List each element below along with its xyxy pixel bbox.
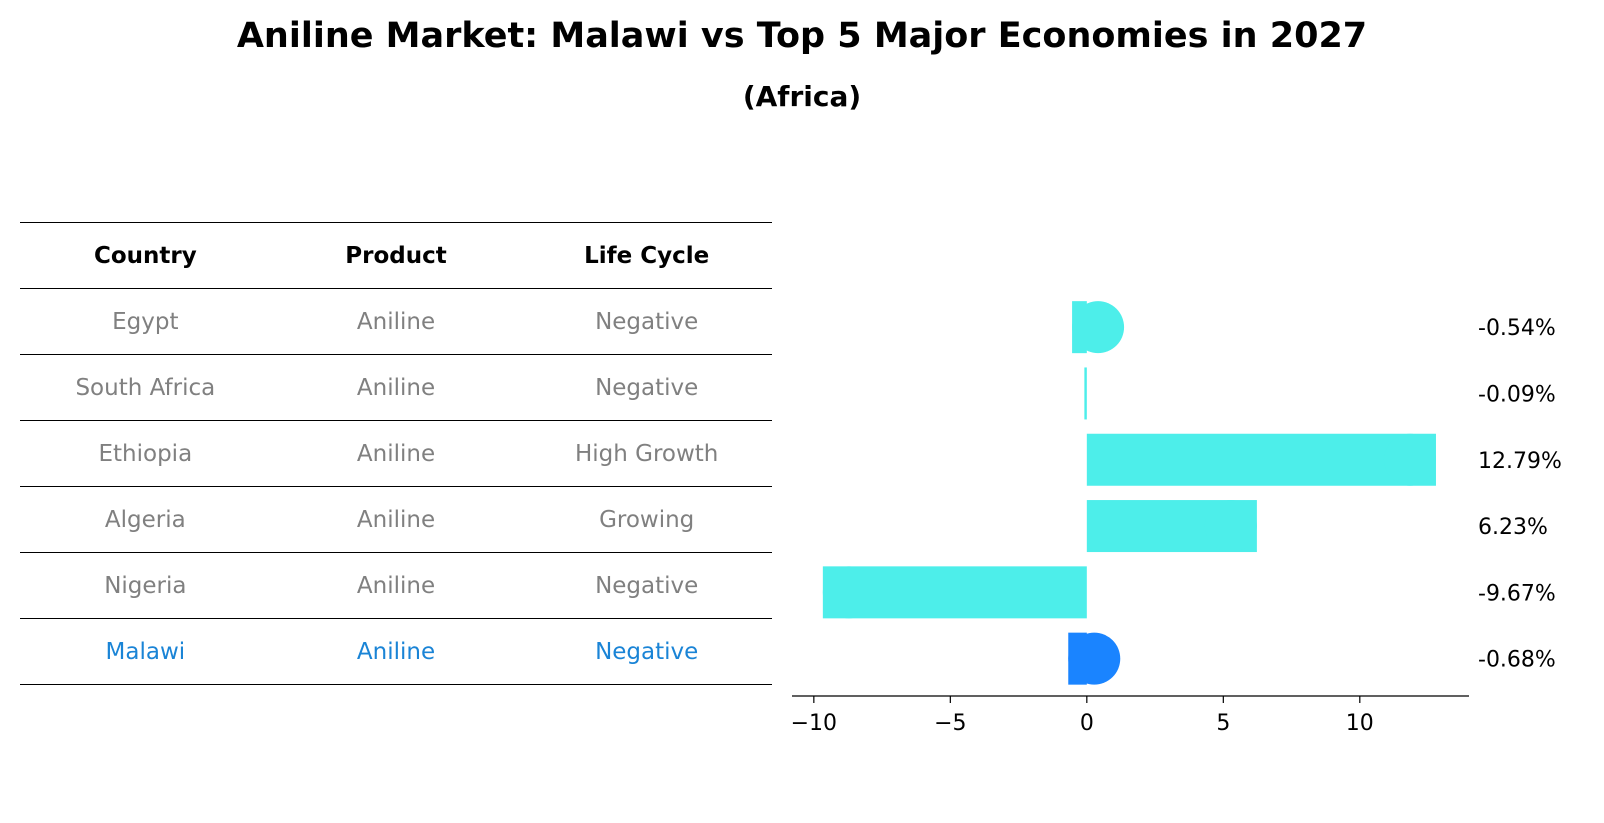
value-label: 6.23%: [1478, 515, 1548, 540]
cell-country: Nigeria: [104, 572, 187, 599]
bar-cap: [1204, 500, 1257, 553]
cell-life-cycle: Negative: [595, 638, 699, 665]
value-label: -0.09%: [1478, 382, 1556, 407]
x-tick-label: −5: [934, 711, 966, 736]
bar-cap: [1068, 632, 1121, 685]
cell-life-cycle: Negative: [595, 374, 699, 401]
table-row: South Africa Aniline Negative: [20, 354, 772, 420]
table-row: Nigeria Aniline Negative: [20, 552, 772, 618]
bar-cap: [822, 566, 875, 619]
cell-life-cycle: Negative: [595, 572, 699, 599]
table-header-row: Country Product Life Cycle: [20, 222, 772, 288]
cell-product: Aniline: [356, 374, 436, 401]
bar: [1084, 367, 1087, 420]
value-label: -0.68%: [1478, 648, 1556, 673]
market-table: Country Product Life Cycle Egypt Aniline…: [20, 222, 772, 685]
cell-country: Malawi: [105, 638, 186, 665]
table-row-highlighted: Malawi Aniline Negative: [20, 618, 772, 685]
cell-product: Aniline: [356, 506, 436, 533]
table-row: Ethiopia Aniline High Growth: [20, 420, 772, 486]
value-label: -0.54%: [1478, 316, 1556, 341]
chart-title: Aniline Market: Malawi vs Top 5 Major Ec…: [236, 16, 1368, 56]
cell-life-cycle: Growing: [599, 506, 695, 533]
chart-subtitle: (Africa): [742, 80, 862, 113]
x-tick-label: 5: [1216, 711, 1230, 736]
value-label: -9.67%: [1478, 581, 1556, 606]
bar-cap: [1072, 301, 1125, 354]
bar: [1086, 433, 1436, 486]
table-row: Algeria Aniline Growing: [20, 486, 772, 552]
cell-life-cycle: High Growth: [574, 440, 719, 467]
cell-product: Aniline: [356, 572, 436, 599]
value-label: 12.79%: [1478, 449, 1562, 474]
x-tick-label: 10: [1346, 711, 1374, 736]
cell-life-cycle: Negative: [595, 308, 699, 335]
header-country: Country: [93, 242, 197, 269]
cell-country: Algeria: [104, 506, 186, 533]
x-tick-label: 0: [1080, 711, 1094, 736]
cell-country: Egypt: [112, 308, 179, 335]
cell-country: Ethiopia: [98, 440, 193, 467]
x-tick-label: −10: [791, 711, 837, 736]
bar-cap: [1383, 433, 1436, 486]
header-product: Product: [345, 242, 447, 269]
table-row: Egypt Aniline Negative: [20, 288, 772, 354]
cell-country: South Africa: [75, 374, 216, 401]
cell-product: Aniline: [356, 440, 436, 467]
header-life-cycle: Life Cycle: [584, 242, 710, 269]
cell-product: Aniline: [356, 308, 436, 335]
cell-product: Aniline: [356, 638, 436, 665]
